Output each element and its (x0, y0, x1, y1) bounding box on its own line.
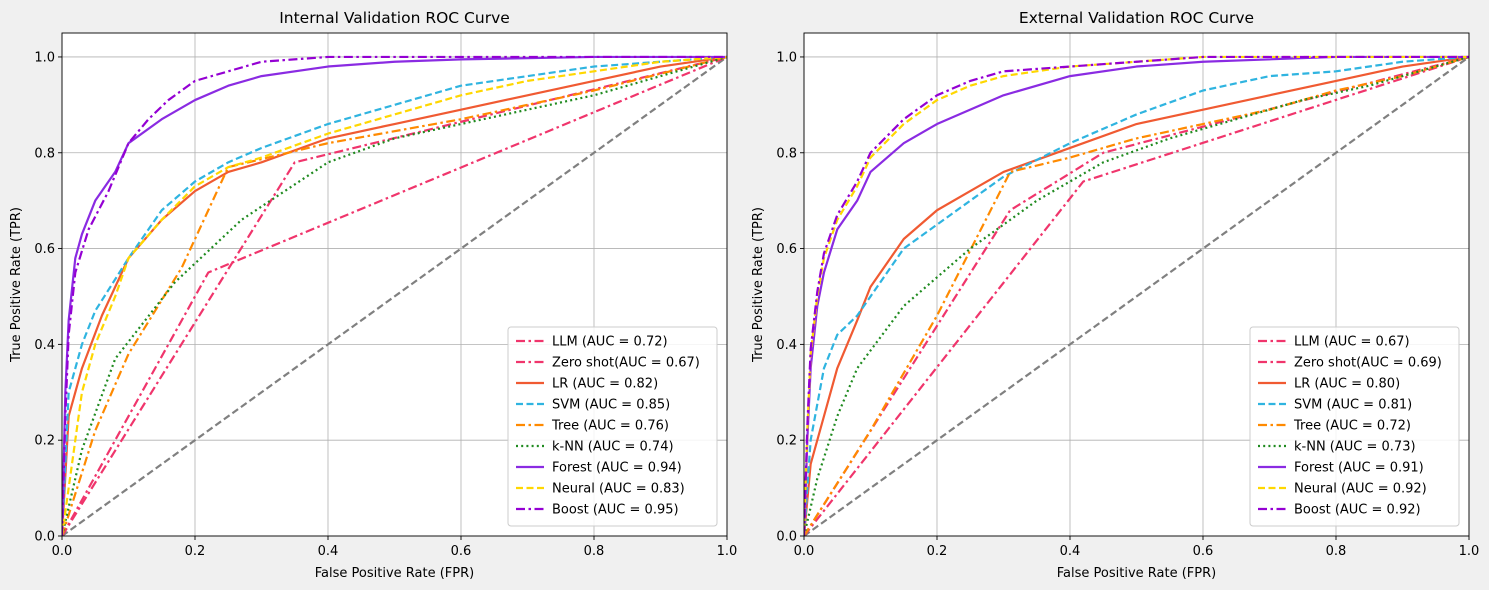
legend-label-4: Tree (AUC = 0.72) (1293, 419, 1411, 434)
x-tick-label: 0.2 (927, 544, 948, 559)
roc-curve-6 (62, 55, 727, 536)
roc-curve-7 (62, 55, 727, 536)
curves (62, 55, 727, 536)
roc-curve-3 (804, 55, 1469, 536)
legend-label-2: LR (AUC = 0.80) (1294, 377, 1400, 392)
x-tick-label: 1.0 (1459, 544, 1480, 559)
x-axis-label: False Positive Rate (FPR) (315, 566, 474, 581)
legend-label-3: SVM (AUC = 0.85) (552, 398, 670, 413)
roc-curve-0 (62, 55, 727, 536)
legend-label-6: Forest (AUC = 0.94) (552, 461, 682, 476)
x-tick-label: 0.8 (584, 544, 605, 559)
roc-curve-3 (62, 55, 727, 536)
external-validation-panel: 0.0 0.2 0.4 0.6 0.8 1.0 0.0 0.2 0.4 0.6 0.8 1.0 Exte… (751, 9, 1479, 581)
x-tick-label: 1.0 (717, 544, 738, 559)
y-axis-label: True Positive Rate (TPR) (751, 207, 766, 363)
axes-frame (803, 32, 1470, 537)
y-tick-label: 0.4 (776, 338, 797, 353)
y-tick-label: 0.6 (776, 242, 797, 257)
x-tick-label: 0.0 (794, 544, 815, 559)
roc-curve-2 (804, 55, 1469, 536)
legend-label-8: Boost (AUC = 0.92) (1294, 503, 1421, 518)
roc-curve-4 (804, 55, 1469, 536)
y-tick-label: 0.2 (776, 434, 797, 449)
y-tick-label: 0.0 (776, 530, 797, 545)
legend-label-7: Neural (AUC = 0.83) (552, 482, 685, 497)
legend: LLM (AUC = 0.72) Zero shot(AUC = 0.67) LR … (507, 326, 718, 527)
roc-curve-2 (62, 55, 727, 536)
legend-label-1: Zero shot(AUC = 0.67) (552, 356, 700, 371)
legend: LLM (AUC = 0.67) Zero shot(AUC = 0.69) LR … (1249, 326, 1460, 527)
y-tick-label: 0.2 (34, 434, 55, 449)
legend-label-7: Neural (AUC = 0.92) (1294, 482, 1427, 497)
chance-line (62, 56, 727, 536)
x-tick-label: 0.4 (318, 544, 339, 559)
x-tick-label: 0.6 (1193, 544, 1214, 559)
roc-curve-0 (804, 55, 1469, 536)
legend-label-0: LLM (AUC = 0.72) (552, 335, 668, 350)
roc-curve-1 (804, 55, 1469, 536)
legend-label-2: LR (AUC = 0.82) (552, 377, 658, 392)
legend-label-3: SVM (AUC = 0.81) (1294, 398, 1412, 413)
legend-box (1249, 326, 1460, 527)
grid (61, 33, 728, 537)
x-tick-label: 0.8 (1326, 544, 1347, 559)
roc-curve-6 (804, 55, 1469, 536)
y-tick-label: 0.0 (34, 530, 55, 545)
y-tick-label: 0.8 (776, 146, 797, 161)
roc-curve-1 (62, 55, 727, 536)
chart-title: External Validation ROC Curve (1019, 9, 1254, 27)
y-tick-label: 0.4 (34, 338, 55, 353)
x-tick-label: 0.4 (1060, 544, 1081, 559)
curves (804, 55, 1469, 536)
legend-box (507, 326, 718, 527)
legend-label-4: Tree (AUC = 0.76) (551, 419, 669, 434)
x-tick-label: 0.2 (185, 544, 206, 559)
internal-validation-panel: 0.0 0.2 0.4 0.6 0.8 1.0 0.0 0.2 0.4 0.6 0.8 1.0 Inte… (9, 9, 737, 581)
y-axis-label: True Positive Rate (TPR) (9, 207, 24, 363)
roc-curve-4 (62, 55, 727, 536)
y-tick-label: 1.0 (776, 50, 797, 65)
legend-label-8: Boost (AUC = 0.95) (552, 503, 679, 518)
y-tick-label: 0.6 (34, 242, 55, 257)
legend-label-6: Forest (AUC = 0.91) (1294, 461, 1424, 476)
legend-label-5: k-NN (AUC = 0.73) (1294, 440, 1416, 455)
legend-label-0: LLM (AUC = 0.67) (1294, 335, 1410, 350)
chart-title: Internal Validation ROC Curve (279, 9, 510, 27)
roc-curve-8 (62, 55, 727, 536)
x-axis-label: False Positive Rate (FPR) (1057, 566, 1216, 581)
legend-label-1: Zero shot(AUC = 0.69) (1294, 356, 1442, 371)
legend-label-5: k-NN (AUC = 0.74) (552, 440, 674, 455)
x-tick-label: 0.0 (52, 544, 73, 559)
chance-line (804, 56, 1469, 536)
axes-frame (61, 32, 728, 537)
y-tick-label: 1.0 (34, 50, 55, 65)
roc-curve-8 (804, 55, 1469, 536)
y-tick-label: 0.8 (34, 146, 55, 161)
x-tick-label: 0.6 (451, 544, 472, 559)
